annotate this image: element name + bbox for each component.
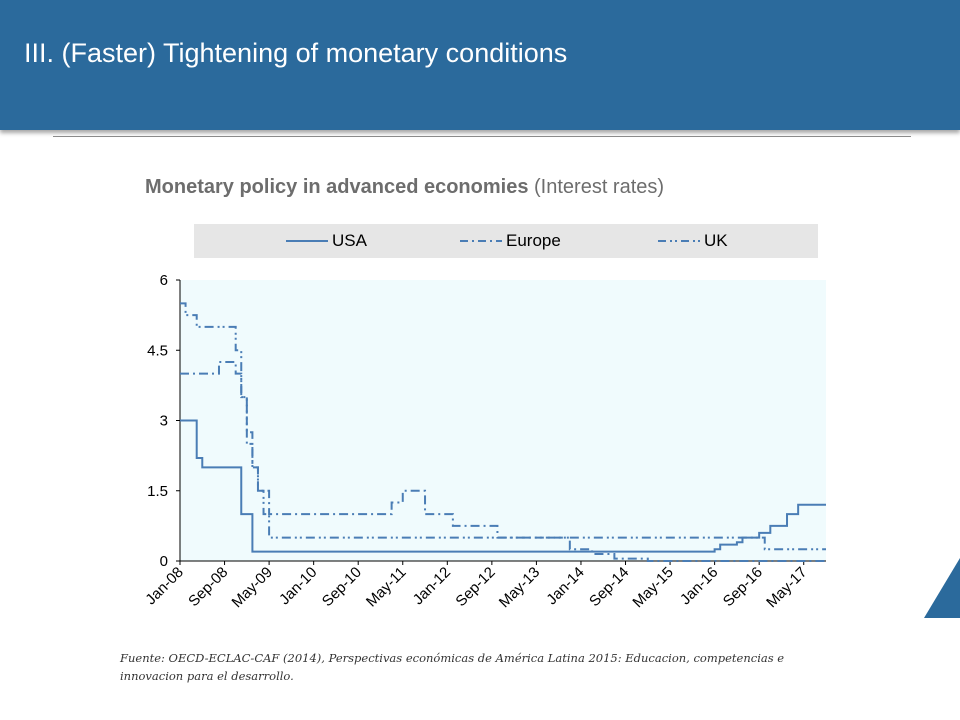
x-tick-label: Sep-14 xyxy=(586,564,632,610)
x-tick-label: May-17 xyxy=(763,564,810,611)
x-tick-label: Jan-12 xyxy=(410,564,454,608)
legend-label-uk: UK xyxy=(704,231,728,250)
legend-label-europe: Europe xyxy=(506,231,561,250)
y-tick-label: 0 xyxy=(160,553,168,570)
chart-title-rest: (Interest rates) xyxy=(528,176,665,198)
y-tick-label: 6 xyxy=(160,272,168,289)
x-tick-label: May-15 xyxy=(629,564,676,611)
page-title: III. (Faster) Tightening of monetary con… xyxy=(24,38,568,68)
legend-item-uk: UK xyxy=(658,231,728,251)
chart-title-bold: Monetary policy in advanced economies xyxy=(145,176,529,198)
legend-item-europe: Europe xyxy=(460,231,561,251)
legend-swatch-europe xyxy=(460,240,502,242)
header-bar: III. (Faster) Tightening of monetary con… xyxy=(0,0,960,130)
plot-area xyxy=(180,280,826,561)
x-tick-label: Sep-12 xyxy=(452,564,498,610)
divider xyxy=(53,136,911,137)
x-tick-label: Sep-16 xyxy=(720,564,766,610)
legend-item-usa: USA xyxy=(286,231,367,251)
x-tick-label: May-11 xyxy=(363,564,410,611)
y-tick-label: 4.5 xyxy=(147,342,168,359)
y-tick-label: 3 xyxy=(160,413,168,430)
chart-legend: USA Europe UK xyxy=(194,224,818,258)
source-note: Fuente: OECD-ECLAC-CAF (2014), Perspecti… xyxy=(120,651,785,683)
x-tick-label: May-13 xyxy=(496,564,543,611)
x-tick-label: Jan-16 xyxy=(677,564,721,608)
y-tick-label: 1.5 xyxy=(147,483,168,500)
x-tick-label: Jan-08 xyxy=(142,564,186,608)
legend-swatch-usa xyxy=(286,240,328,242)
x-tick-label: Sep-08 xyxy=(185,564,231,610)
x-tick-label: May-09 xyxy=(229,564,276,611)
legend-swatch-uk xyxy=(658,240,700,242)
series-line-europe xyxy=(180,360,826,562)
x-tick-label: Sep-10 xyxy=(319,564,365,610)
corner-decoration xyxy=(924,558,960,618)
chart-title: Monetary policy in advanced economies (I… xyxy=(145,176,664,199)
legend-label-usa: USA xyxy=(332,231,367,250)
series-line-usa xyxy=(180,419,826,553)
x-tick-label: Jan-14 xyxy=(543,564,587,608)
x-tick-label: Jan-10 xyxy=(276,564,320,608)
